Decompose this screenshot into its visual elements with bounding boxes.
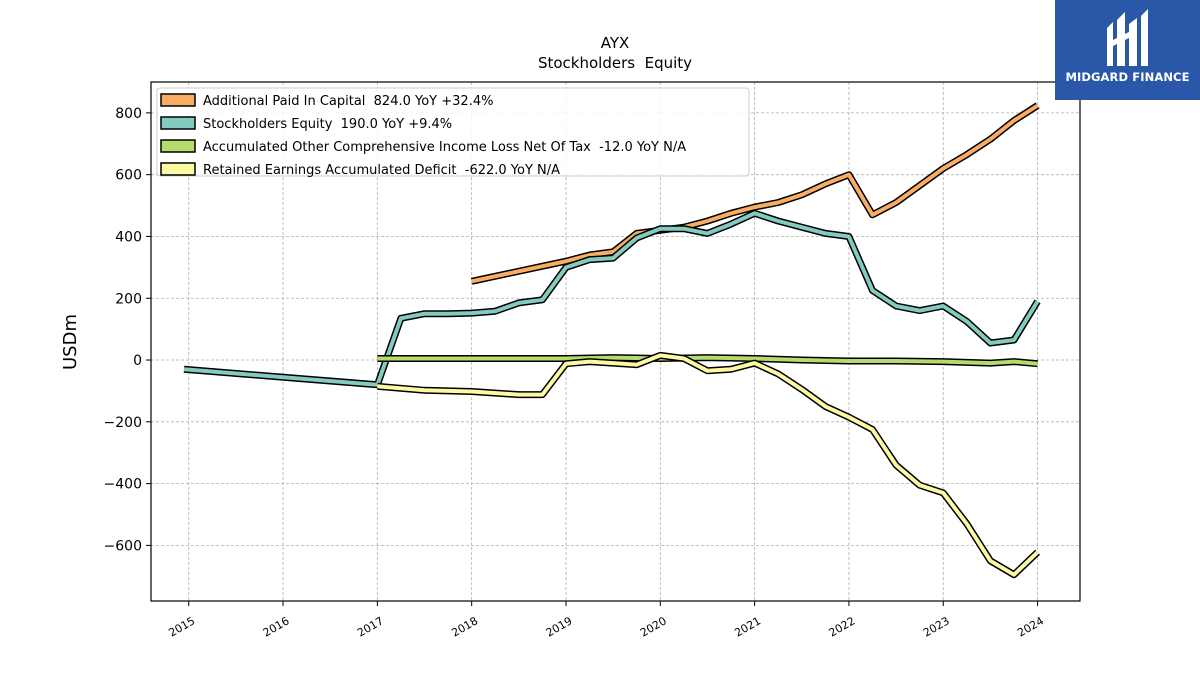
series-line <box>377 355 1038 366</box>
x-tick-label: 2018 <box>449 614 480 639</box>
legend-swatch <box>160 139 196 153</box>
x-tick-label: 2020 <box>638 614 669 639</box>
y-tick-label: 0 <box>133 353 142 369</box>
legend: Additional Paid In Capital 824.0 YoY +32… <box>156 87 750 178</box>
x-axis: 2015 2016 2017 2018 2019 2020 2021 2022 2023 2024 <box>166 601 1046 640</box>
legend-label: Additional Paid In Capital 824.0 YoY +32… <box>203 94 493 109</box>
y-tick-label: −600 <box>104 538 142 554</box>
series-3 <box>377 354 1038 368</box>
y-tick-label: −200 <box>104 415 142 431</box>
legend-label: Stockholders Equity 190.0 YoY +9.4% <box>203 117 452 132</box>
logo-text: MIDGARD FINANCE <box>1065 70 1190 84</box>
brand-logo: MIDGARD FINANCE <box>1055 0 1200 100</box>
midgard-logo-icon <box>1107 9 1148 66</box>
series-line-outline <box>377 351 1041 579</box>
x-tick-label: 2019 <box>544 614 575 639</box>
legend-box <box>156 87 750 177</box>
y-tick-label: 200 <box>115 291 142 307</box>
y-tick-label: 400 <box>115 229 142 245</box>
x-tick-label: 2015 <box>166 614 197 639</box>
series-line <box>183 211 1040 387</box>
legend-label: Accumulated Other Comprehensive Income L… <box>203 140 686 155</box>
chart-subtitle: Stockholders Equity <box>538 54 692 72</box>
chart-title: AYX <box>601 34 630 52</box>
y-tick-label: −400 <box>104 477 142 493</box>
series-1 <box>470 102 1040 285</box>
legend-swatch <box>160 116 196 130</box>
y-tick-label: 600 <box>115 168 142 184</box>
legend-label: Retained Earnings Accumulated Deficit -6… <box>203 163 560 178</box>
y-axis: −600 −400 −200 0 200 400 600 800 <box>104 106 151 554</box>
series-line <box>471 103 1039 284</box>
plot-frame <box>150 81 1081 602</box>
x-tick-label: 2024 <box>1015 614 1046 639</box>
series-line <box>377 353 1039 577</box>
x-tick-label: 2021 <box>732 614 763 639</box>
x-tick-label: 2017 <box>355 614 386 639</box>
series-2 <box>183 209 1041 389</box>
series-layer <box>183 102 1041 579</box>
legend-swatch <box>160 93 196 107</box>
y-axis-label: USDm <box>60 314 81 370</box>
y-tick-label: 800 <box>115 106 142 122</box>
x-tick-label: 2016 <box>261 614 292 639</box>
series-4 <box>377 351 1041 579</box>
legend-swatch <box>160 162 196 176</box>
x-tick-label: 2023 <box>921 614 952 639</box>
x-tick-label: 2022 <box>827 614 858 639</box>
